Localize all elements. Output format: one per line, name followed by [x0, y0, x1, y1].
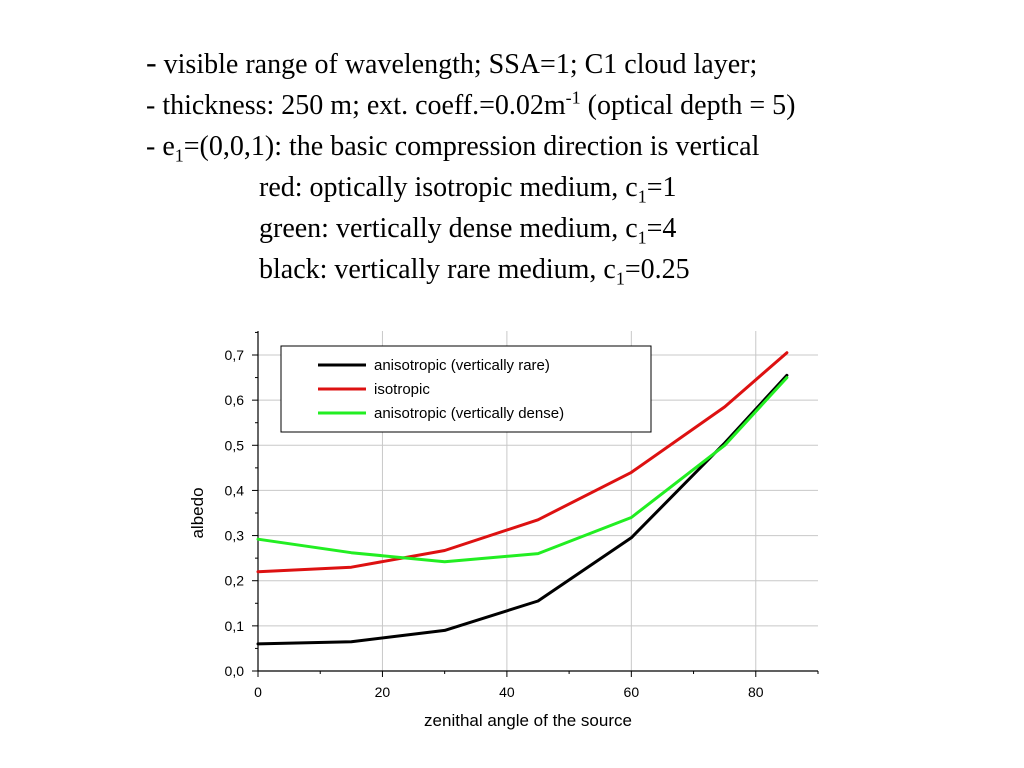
- note-text: red: optically isotropic medium, c: [259, 172, 638, 203]
- y-tick-label: 0,2: [225, 573, 245, 589]
- note-subscript: 1: [637, 227, 647, 248]
- note-dash: -: [146, 44, 157, 80]
- note-text: black: vertically rare medium, c: [259, 254, 616, 285]
- legend-label: isotropic: [374, 381, 430, 398]
- note-text: =(0,0,1): the basic compression directio…: [183, 131, 760, 162]
- x-tick-label: 0: [254, 684, 262, 700]
- y-tick-label: 0,5: [225, 437, 245, 453]
- x-tick-label: 40: [499, 684, 515, 700]
- note-text: =1: [646, 172, 677, 203]
- series-line: [256, 373, 789, 646]
- x-tick-label: 20: [375, 684, 391, 700]
- note-line-2: - thickness: 250 m; ext. coeff.=0.02m-1 …: [146, 85, 1006, 126]
- legend-label: anisotropic (vertically rare): [374, 357, 550, 374]
- note-line-3: - e1=(0,0,1): the basic compression dire…: [146, 126, 1006, 167]
- y-tick-label: 0,4: [225, 482, 245, 498]
- note-subscript: 1: [174, 145, 184, 166]
- x-axis-label: zenithal angle of the source: [424, 711, 632, 730]
- y-tick-label: 0,3: [225, 528, 245, 544]
- note-text: - e: [146, 131, 175, 162]
- note-text: =4: [646, 213, 677, 244]
- note-subscript: 1: [637, 186, 647, 207]
- note-line-4: red: optically isotropic medium, c1=1: [146, 167, 1006, 208]
- y-tick-label: 0,7: [225, 347, 245, 363]
- note-line-1: - visible range of wavelength; SSA=1; C1…: [146, 42, 1006, 85]
- note-line-5: green: vertically dense medium, c1=4: [146, 208, 1006, 249]
- x-tick-label: 60: [624, 684, 640, 700]
- y-axis-label: albedo: [188, 487, 207, 538]
- note-subscript: 1: [615, 268, 625, 289]
- series-line: [256, 376, 789, 564]
- legend-label: anisotropic (vertically dense): [374, 405, 564, 422]
- y-tick-label: 0,1: [225, 618, 245, 634]
- note-text: - thickness: 250 m; ext. coeff.=0.02m: [146, 90, 566, 121]
- series-line: [256, 351, 789, 574]
- note-text: green: vertically dense medium, c: [259, 213, 638, 244]
- description-text-block: - visible range of wavelength; SSA=1; C1…: [146, 42, 1006, 290]
- note-line-6: black: vertically rare medium, c1=0.25: [146, 249, 1006, 290]
- y-tick-label: 0,6: [225, 392, 245, 408]
- note-superscript: -1: [565, 87, 581, 108]
- note-text: (optical depth = 5): [580, 90, 796, 121]
- note-text: visible range of wavelength; SSA=1; C1 c…: [156, 49, 758, 80]
- x-tick-label: 80: [748, 684, 764, 700]
- y-tick-label: 0,0: [225, 663, 245, 679]
- note-text: =0.25: [624, 254, 690, 285]
